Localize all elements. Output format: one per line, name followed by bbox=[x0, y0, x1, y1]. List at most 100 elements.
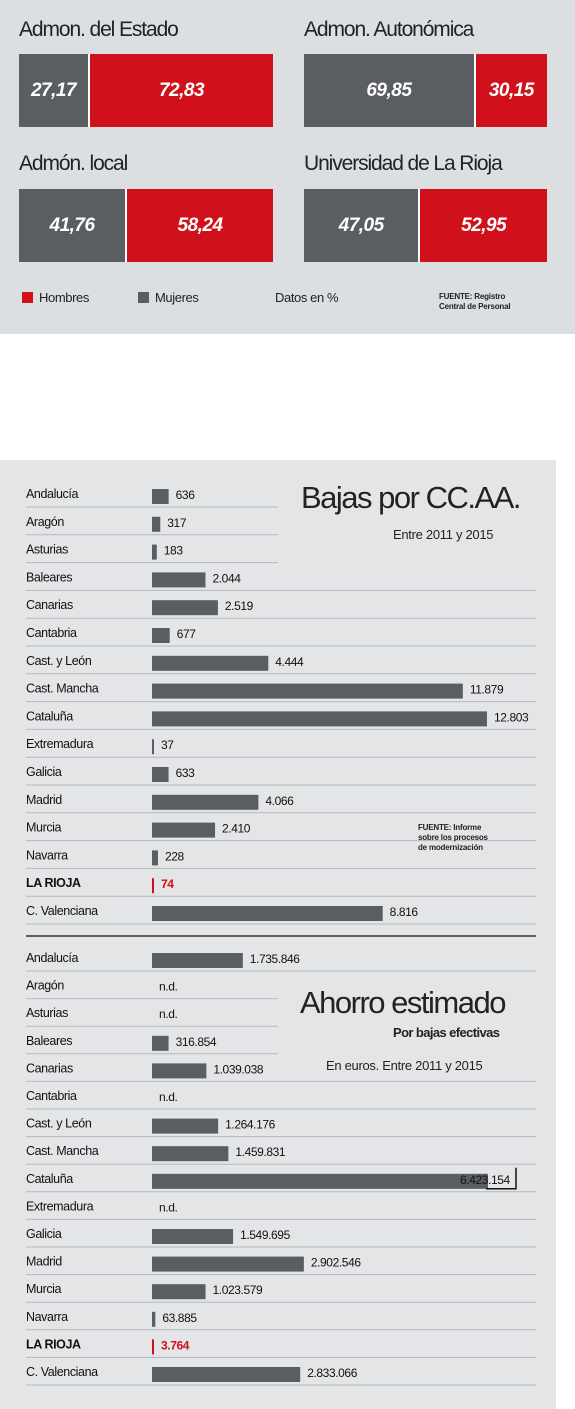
panel-title-local: Admón. local bbox=[19, 152, 128, 175]
bajas-label-cataluna: Cataluña bbox=[26, 709, 73, 723]
bajas-bar-cast-mancha bbox=[152, 683, 463, 699]
bajas-label-asturias: Asturias bbox=[26, 543, 68, 557]
ahorro-label-la-rioja: LA RIOJA bbox=[26, 1337, 81, 1351]
ahorro-label-navarra: Navarra bbox=[26, 1310, 68, 1324]
ahorro-value-baleares: 316.854 bbox=[176, 1035, 217, 1049]
ahorro-value-madrid: 2.902.546 bbox=[311, 1256, 362, 1270]
ahorro-label-canarias: Canarias bbox=[26, 1061, 73, 1075]
ahorro-bar-c-valenciana bbox=[152, 1367, 301, 1382]
bajas-label-cast-mancha: Cast. Mancha bbox=[26, 682, 99, 696]
source-note-top: FUENTE: Registro Central de Personal bbox=[439, 292, 511, 312]
regional-charts-panel: Andalucía 636 Aragón 317 Asturias 183 Baleares… bbox=[0, 460, 556, 1409]
bajas-bar-asturias bbox=[152, 544, 157, 560]
legend-hombres: Hombres bbox=[22, 290, 89, 305]
bajas-bar-murcia bbox=[152, 822, 216, 838]
ahorro-bar-murcia bbox=[152, 1284, 206, 1300]
hombres-segment: 30,15 bbox=[473, 54, 547, 127]
legend-hombres-label: Hombres bbox=[39, 290, 89, 305]
bajas-label-madrid: Madrid bbox=[26, 793, 62, 807]
ahorro-value-cast-y-leon: 1.264.176 bbox=[225, 1118, 276, 1132]
ahorro-bar-la-rioja bbox=[152, 1339, 154, 1355]
ahorro-bar-cast-mancha bbox=[152, 1146, 229, 1162]
ahorro-scale-break-marker bbox=[486, 1167, 517, 1190]
ahorro-value-galicia: 1.549.695 bbox=[240, 1228, 291, 1242]
ahorro-label-cast-mancha: Cast. Mancha bbox=[26, 1144, 99, 1158]
units-note: Datos en % bbox=[275, 290, 339, 305]
bajas-value-extremadura: 37 bbox=[161, 738, 174, 752]
ahorro-bar-baleares bbox=[152, 1035, 169, 1051]
source-line-2: Central de Personal bbox=[439, 302, 511, 311]
ahorro-bar-navarra bbox=[152, 1311, 156, 1327]
ahorro-value-navarra: 63.885 bbox=[162, 1311, 197, 1325]
bajas-value-cataluna: 12.803 bbox=[494, 710, 529, 724]
ahorro-value-canarias: 1.039.038 bbox=[213, 1062, 264, 1076]
ahorro-value-cast-mancha: 1.459.831 bbox=[235, 1145, 286, 1159]
ahorro-value-la-rioja: 3.764 bbox=[161, 1338, 190, 1352]
ahorro-label-baleares: Baleares bbox=[26, 1034, 72, 1048]
bajas-value-cast-mancha: 11.879 bbox=[470, 683, 504, 697]
hombres-segment: 72,83 bbox=[88, 54, 273, 127]
bajas-value-cast-y-leon: 4.444 bbox=[275, 655, 304, 669]
bajas-value-aragon: 317 bbox=[167, 516, 187, 530]
legend-mujeres-label: Mujeres bbox=[155, 290, 199, 305]
bajas-label-baleares: Baleares bbox=[26, 570, 72, 584]
ahorro-label-asturias: Asturias bbox=[26, 1006, 68, 1020]
mujeres-segment: 47,05 bbox=[304, 189, 419, 262]
ahorro-label-aragon: Aragón bbox=[26, 979, 64, 993]
regional-bar-charts: Andalucía 636 Aragón 317 Asturias 183 Baleares… bbox=[26, 487, 536, 1386]
ahorro-label-galicia: Galicia bbox=[26, 1227, 62, 1241]
bajas-value-baleares: 2.044 bbox=[212, 571, 241, 585]
bajas-bar-galicia bbox=[152, 767, 169, 782]
bajas-bar-aragon bbox=[152, 516, 161, 532]
bajas-value-madrid: 4.066 bbox=[265, 794, 294, 808]
ahorro-label-andalucia: Andalucía bbox=[26, 951, 78, 965]
ahorro-bar-galicia bbox=[152, 1229, 234, 1244]
source-line-1: FUENTE: Registro bbox=[439, 292, 506, 301]
bajas-value-navarra: 228 bbox=[165, 849, 185, 863]
ahorro-value-aragon: n.d. bbox=[159, 980, 177, 994]
mujeres-swatch bbox=[138, 292, 149, 303]
hombres-swatch bbox=[22, 292, 33, 303]
ahorro-label-c-valenciana: C. Valenciana bbox=[26, 1365, 98, 1379]
ahorro-value-asturias: n.d. bbox=[159, 1007, 177, 1021]
gender-distribution-panel: Admon. del Estado 27,17 72,83 Admon. Aut… bbox=[0, 0, 575, 334]
bajas-bar-extremadura bbox=[152, 739, 154, 755]
ahorro-value-andalucia: 1.735.846 bbox=[250, 952, 301, 966]
ahorro-bar-madrid bbox=[152, 1256, 304, 1272]
ahorro-value-extremadura: n.d. bbox=[159, 1200, 177, 1214]
bajas-bar-cast-y-leon bbox=[152, 655, 269, 671]
ahorro-title: Ahorro estimado bbox=[300, 985, 506, 1020]
ahorro-subtitle: En euros. Entre 2011 y 2015 bbox=[326, 1058, 483, 1073]
ahorro-bar-cataluna bbox=[152, 1173, 488, 1189]
mujeres-segment: 27,17 bbox=[19, 54, 88, 127]
bajas-value-murcia: 2.410 bbox=[222, 822, 251, 836]
legend-mujeres: Mujeres bbox=[138, 290, 199, 305]
ahorro-value-cataluna: 6.423.154 bbox=[460, 1173, 511, 1187]
bajas-value-canarias: 2.519 bbox=[225, 599, 254, 613]
ahorro-label-madrid: Madrid bbox=[26, 1255, 62, 1269]
ahorro-bar-andalucia bbox=[152, 953, 243, 968]
bajas-label-murcia: Murcia bbox=[26, 821, 62, 835]
ahorro-value-murcia: 1.023.579 bbox=[213, 1283, 264, 1297]
bajas-value-galicia: 633 bbox=[176, 766, 196, 780]
panel-title-universidad: Universidad de La Rioja bbox=[304, 152, 503, 175]
bajas-bar-madrid bbox=[152, 794, 259, 810]
split-bar-autonomica: 69,85 30,15 bbox=[304, 54, 547, 127]
bajas-label-c-valenciana: C. Valenciana bbox=[26, 904, 98, 918]
hombres-segment: 52,95 bbox=[418, 189, 547, 262]
bajas-value-andalucia: 636 bbox=[176, 488, 196, 502]
ahorro-value-c-valenciana: 2.833.066 bbox=[307, 1366, 358, 1380]
ahorro-label-cast-y-leon: Cast. y León bbox=[26, 1117, 92, 1131]
split-bar-estado: 27,17 72,83 bbox=[19, 54, 273, 127]
ahorro-label-murcia: Murcia bbox=[26, 1282, 62, 1296]
split-bar-universidad: 47,05 52,95 bbox=[304, 189, 547, 262]
bajas-label-canarias: Canarias bbox=[26, 598, 73, 612]
bajas-source-note: FUENTE: Informe sobre los procesos de mo… bbox=[418, 823, 488, 853]
bajas-value-la-rioja: 74 bbox=[161, 877, 174, 891]
bajas-source-line-3: de modernización bbox=[418, 843, 483, 852]
ahorro-value-cantabria: n.d. bbox=[159, 1090, 177, 1104]
bajas-subtitle: Entre 2011 y 2015 bbox=[393, 527, 494, 542]
bajas-bar-andalucia bbox=[152, 489, 169, 504]
bajas-bar-c-valenciana bbox=[152, 906, 383, 921]
ahorro-bar-canarias bbox=[152, 1063, 207, 1079]
